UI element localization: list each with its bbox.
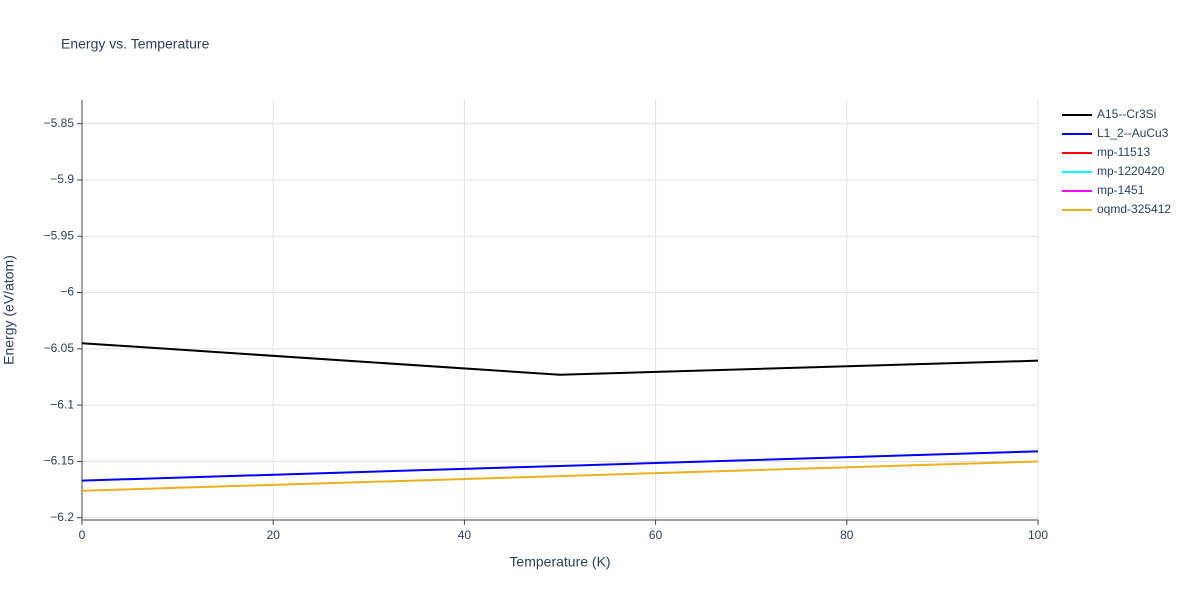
- y-tick-label: −6: [60, 285, 74, 299]
- legend-label: mp-1451: [1097, 183, 1145, 197]
- y-tick-label: −5.85: [44, 116, 75, 130]
- y-tick-label: −6.05: [44, 341, 75, 355]
- x-tick-label: 20: [267, 528, 281, 542]
- y-tick-label: −6.15: [44, 454, 75, 468]
- line: [81, 342, 1039, 376]
- y-axis-title: Energy (eV/atom): [1, 255, 17, 365]
- y-tick-label: −6.1: [50, 397, 74, 411]
- y-tick-label: −6.2: [50, 510, 74, 524]
- legend-label: mp-1220420: [1097, 164, 1165, 178]
- y-tick-label: −5.9: [50, 172, 74, 186]
- x-tick-label: 80: [840, 528, 854, 542]
- line: [81, 450, 1039, 482]
- x-tick-label: 60: [649, 528, 663, 542]
- legend-label: A15--Cr3Si: [1097, 107, 1156, 121]
- legend-label: oqmd-325412: [1097, 202, 1171, 216]
- x-tick-label: 0: [79, 528, 86, 542]
- x-tick-label: 100: [1028, 528, 1048, 542]
- x-tick-label: 40: [458, 528, 472, 542]
- y-tick-label: −5.95: [44, 228, 75, 242]
- legend-label: L1_2--AuCu3: [1097, 126, 1169, 140]
- chart-title: Energy vs. Temperature: [61, 36, 210, 52]
- legend-label: mp-11513: [1097, 145, 1150, 159]
- line: [81, 460, 1039, 492]
- x-axis-title: Temperature (K): [509, 554, 610, 570]
